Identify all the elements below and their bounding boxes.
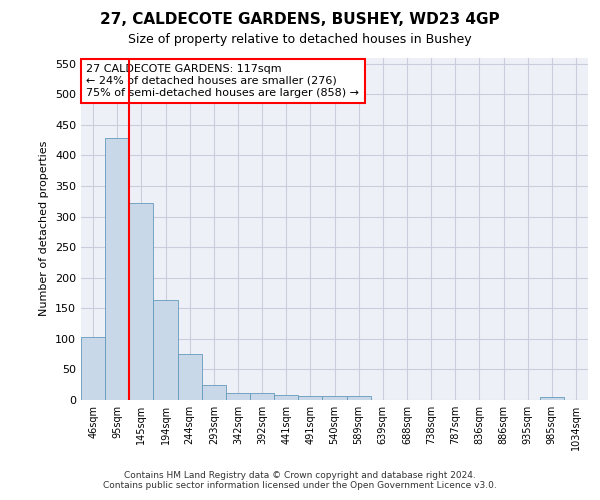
Bar bbox=[322, 396, 347, 400]
Bar bbox=[202, 384, 226, 400]
Bar bbox=[226, 392, 250, 400]
Bar bbox=[298, 396, 322, 400]
Bar bbox=[347, 396, 371, 400]
Y-axis label: Number of detached properties: Number of detached properties bbox=[40, 141, 49, 316]
Text: Contains HM Land Registry data © Crown copyright and database right 2024.
Contai: Contains HM Land Registry data © Crown c… bbox=[103, 470, 497, 490]
Text: 27, CALDECOTE GARDENS, BUSHEY, WD23 4GP: 27, CALDECOTE GARDENS, BUSHEY, WD23 4GP bbox=[100, 12, 500, 28]
Bar bbox=[178, 354, 202, 400]
Text: Size of property relative to detached houses in Bushey: Size of property relative to detached ho… bbox=[128, 32, 472, 46]
Bar bbox=[250, 392, 274, 400]
Bar bbox=[540, 397, 564, 400]
Text: 27 CALDECOTE GARDENS: 117sqm
← 24% of detached houses are smaller (276)
75% of s: 27 CALDECOTE GARDENS: 117sqm ← 24% of de… bbox=[86, 64, 359, 98]
Bar bbox=[81, 337, 105, 400]
Bar bbox=[274, 395, 298, 400]
Bar bbox=[129, 203, 154, 400]
Bar bbox=[154, 300, 178, 400]
Bar bbox=[105, 138, 129, 400]
